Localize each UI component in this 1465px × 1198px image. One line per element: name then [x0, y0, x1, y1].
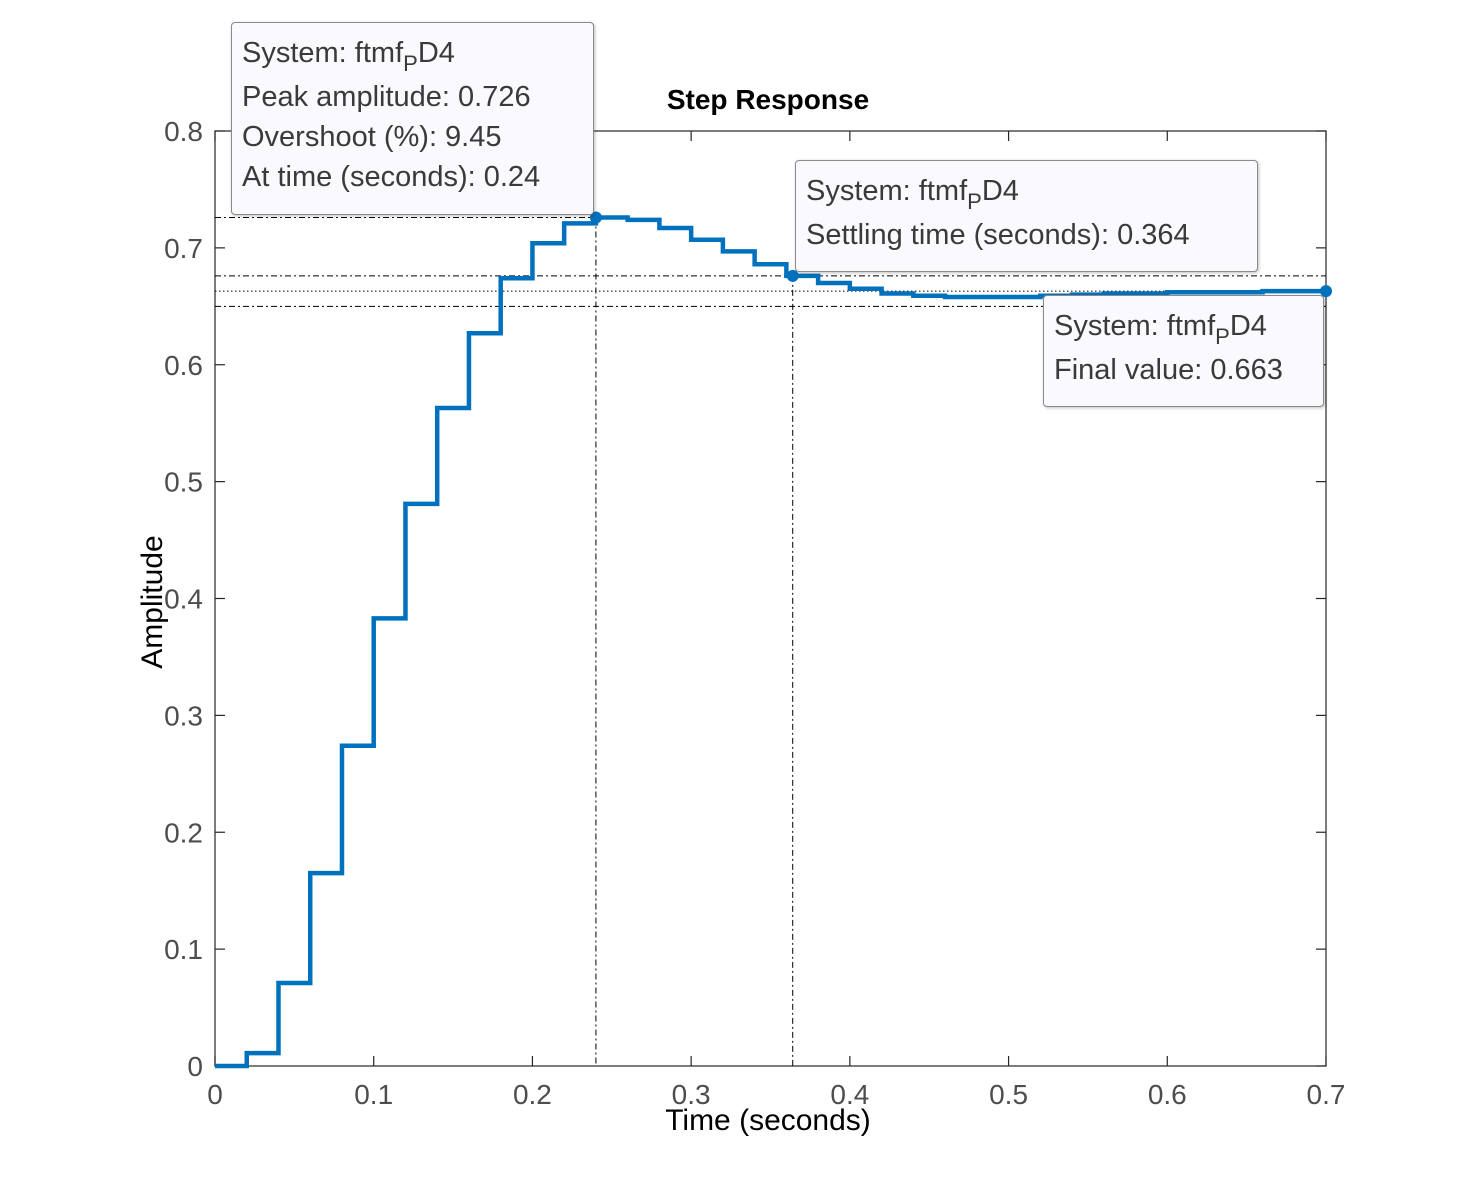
- chart-title: Step Response: [667, 84, 869, 115]
- datatip-marker[interactable]: [786, 269, 799, 282]
- x-tick-label: 0.1: [354, 1079, 393, 1110]
- y-tick-label: 0.1: [164, 934, 203, 965]
- y-tick-label: 0.8: [164, 116, 203, 147]
- y-tick-label: 0.6: [164, 350, 203, 381]
- y-axis-title: Amplitude: [136, 535, 169, 668]
- x-tick-label: 0.5: [989, 1079, 1028, 1110]
- x-tick-label: 0.3: [672, 1079, 711, 1110]
- y-tick-label: 0.7: [164, 233, 203, 264]
- y-tick-label: 0.3: [164, 700, 203, 731]
- final-value-text: Final value: 0.663: [1054, 354, 1283, 386]
- overshoot-text: Overshoot (%): 9.45: [242, 121, 502, 153]
- step-response-line: [215, 215, 1326, 1069]
- y-tick-label: 0.5: [164, 467, 203, 498]
- peak-amplitude-text: Peak amplitude: 0.726: [242, 81, 531, 113]
- x-tick-label: 0: [207, 1079, 223, 1110]
- datatip-marker[interactable]: [589, 211, 602, 224]
- final-datatip-system: System: ftmfPD4: [1054, 310, 1267, 349]
- y-tick-label: 0.2: [164, 817, 203, 848]
- axes: 0 0.1 0.2 0.3 0.4 0.5 0.6 0.7 0 0.1 0.2 0.3 0.4 0.5 0.…: [164, 116, 1345, 1110]
- settling-datatip-system: System: ftmfPD4: [806, 175, 1019, 214]
- y-tick-label: 0: [187, 1051, 203, 1082]
- x-tick-label: 0.2: [513, 1079, 552, 1110]
- peak-datatip[interactable]: System: ftmfPD4 Peak amplitude: 0.726 Ov…: [231, 22, 594, 215]
- settling-time-text: Settling time (seconds): 0.364: [806, 219, 1190, 251]
- markers: [589, 211, 1332, 298]
- final-value-datatip[interactable]: System: ftmfPD4 Final value: 0.663: [1043, 295, 1324, 407]
- x-tick-label: 0.7: [1307, 1079, 1346, 1110]
- datatip-marker[interactable]: [1320, 285, 1332, 298]
- y-tick-label: 0.4: [164, 584, 203, 615]
- series-group: [215, 215, 1326, 1069]
- settling-datatip[interactable]: System: ftmfPD4 Settling time (seconds):…: [795, 160, 1258, 272]
- x-axis-title: Time (seconds): [665, 1104, 871, 1137]
- peak-time-text: At time (seconds): 0.24: [242, 161, 541, 193]
- x-tick-label: 0.4: [830, 1079, 869, 1110]
- x-tick-label: 0.6: [1148, 1079, 1187, 1110]
- peak-datatip-system: System: ftmfPD4: [242, 37, 455, 76]
